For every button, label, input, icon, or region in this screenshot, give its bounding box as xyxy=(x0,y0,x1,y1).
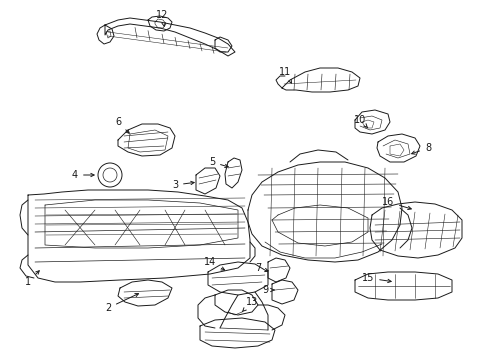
Text: 9: 9 xyxy=(262,285,273,295)
Text: 1: 1 xyxy=(25,271,39,287)
Text: 2: 2 xyxy=(104,293,138,313)
Text: 8: 8 xyxy=(411,143,430,154)
Text: 4: 4 xyxy=(72,170,94,180)
Text: 3: 3 xyxy=(172,180,194,190)
Text: 11: 11 xyxy=(278,67,291,83)
Text: 6: 6 xyxy=(115,117,129,133)
Text: 5: 5 xyxy=(208,157,228,167)
Text: 15: 15 xyxy=(361,273,390,283)
Text: 7: 7 xyxy=(254,263,268,273)
Text: 10: 10 xyxy=(353,115,367,128)
Text: 13: 13 xyxy=(242,297,258,312)
Text: 12: 12 xyxy=(156,10,168,26)
Text: 16: 16 xyxy=(381,197,410,210)
Text: 14: 14 xyxy=(203,257,224,270)
